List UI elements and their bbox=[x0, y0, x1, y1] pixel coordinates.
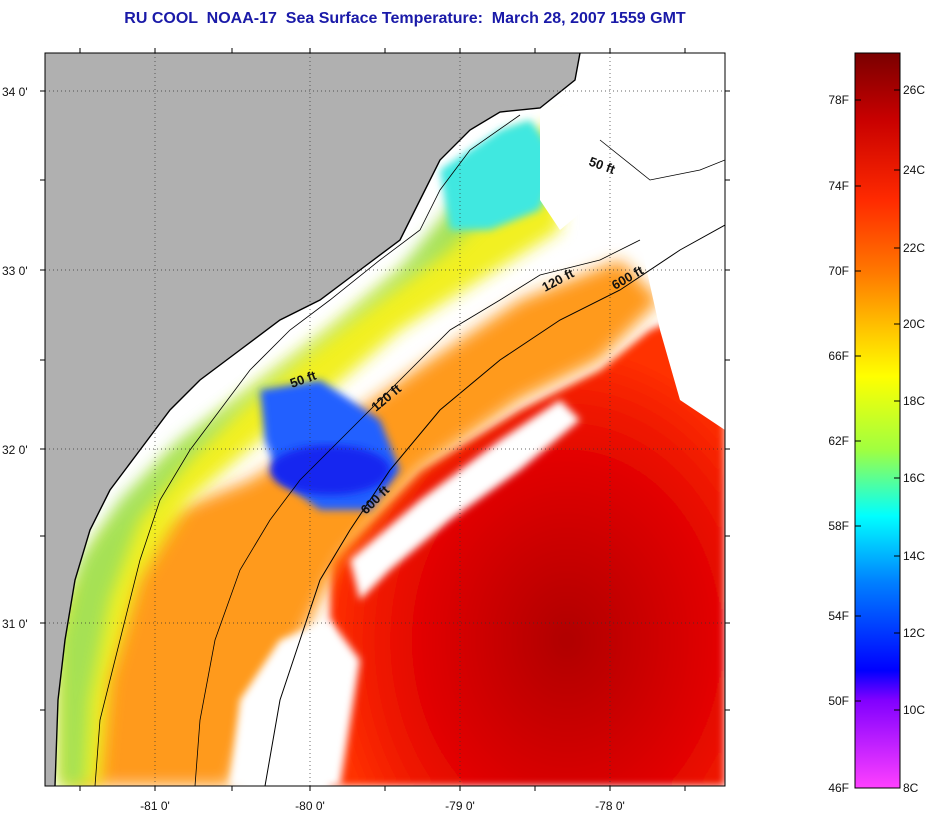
colorbar-label-54f: 54F bbox=[828, 609, 849, 623]
lat-label-34: 34 0' bbox=[2, 85, 28, 99]
colorbar-label-62f: 62F bbox=[828, 434, 849, 448]
colorbar: 78F 74F 70F 66F 62F 58F 54F 50F 46F 26C … bbox=[828, 52, 925, 795]
colorbar-label-78f: 78F bbox=[828, 93, 849, 107]
colorbar-label-18c: 18C bbox=[903, 394, 925, 408]
contour-120ft bbox=[194, 239, 641, 786]
colorbar-ticks bbox=[855, 89, 900, 711]
yellow-inner-shelf-water bbox=[60, 120, 560, 786]
colorbar-label-22c: 22C bbox=[903, 241, 925, 255]
lat-label-32: 32 0' bbox=[2, 443, 28, 457]
colorbar-label-10c: 10C bbox=[903, 703, 925, 717]
cloud-streak bbox=[350, 400, 580, 600]
lat-label-31: 31 0' bbox=[2, 617, 28, 631]
colorbar-label-24c: 24C bbox=[903, 163, 925, 177]
colorbar-label-14c: 14C bbox=[903, 549, 925, 563]
lon-label-80: -80 0' bbox=[295, 799, 325, 813]
colorbar-label-74f: 74F bbox=[828, 179, 849, 193]
map-panel: 50 ft 120 ft 600 ft 50 ft 120 ft 600 ft bbox=[45, 53, 725, 786]
lon-label-79: -79 0' bbox=[445, 799, 475, 813]
colorbar-label-16c: 16C bbox=[903, 471, 925, 485]
land-mass bbox=[45, 53, 580, 786]
colorbar-label-26c: 26C bbox=[903, 83, 925, 97]
colorbar-label-66f: 66F bbox=[828, 349, 849, 363]
contour-50ft bbox=[94, 114, 521, 786]
cyan-water-north bbox=[440, 120, 560, 230]
map-title: RU COOL NOAA-17 Sea Surface Temperature:… bbox=[124, 10, 686, 27]
lon-label-78: -78 0' bbox=[595, 799, 625, 813]
lat-label-33: 33 0' bbox=[2, 264, 28, 278]
coldest-water-patch bbox=[270, 445, 390, 495]
colorbar-label-8c: 8C bbox=[903, 781, 919, 795]
lat-lon-grid bbox=[45, 53, 725, 786]
colorbar-gradient bbox=[854, 52, 901, 789]
contour-600ft bbox=[264, 224, 725, 786]
cloud-patch-east bbox=[640, 180, 725, 430]
colorbar-label-70f: 70F bbox=[828, 264, 849, 278]
colorbar-label-50f: 50F bbox=[828, 694, 849, 708]
land-northeast-tip bbox=[580, 53, 630, 110]
cloud-patch-northeast bbox=[540, 100, 620, 230]
colorbar-label-12c: 12C bbox=[903, 626, 925, 640]
lon-label-81: -81 0' bbox=[140, 799, 170, 813]
orange-shelf-water bbox=[70, 260, 660, 786]
cloud-patch-southwest bbox=[230, 620, 360, 786]
coastline bbox=[54, 53, 581, 786]
colorbar-label-46f: 46F bbox=[828, 781, 849, 795]
colorbar-label-58f: 58F bbox=[828, 519, 849, 533]
colorbar-label-20c: 20C bbox=[903, 317, 925, 331]
axis-ticks bbox=[40, 48, 730, 791]
gulf-stream-warm-water bbox=[330, 300, 725, 786]
contour-north-shelf bbox=[599, 139, 725, 181]
